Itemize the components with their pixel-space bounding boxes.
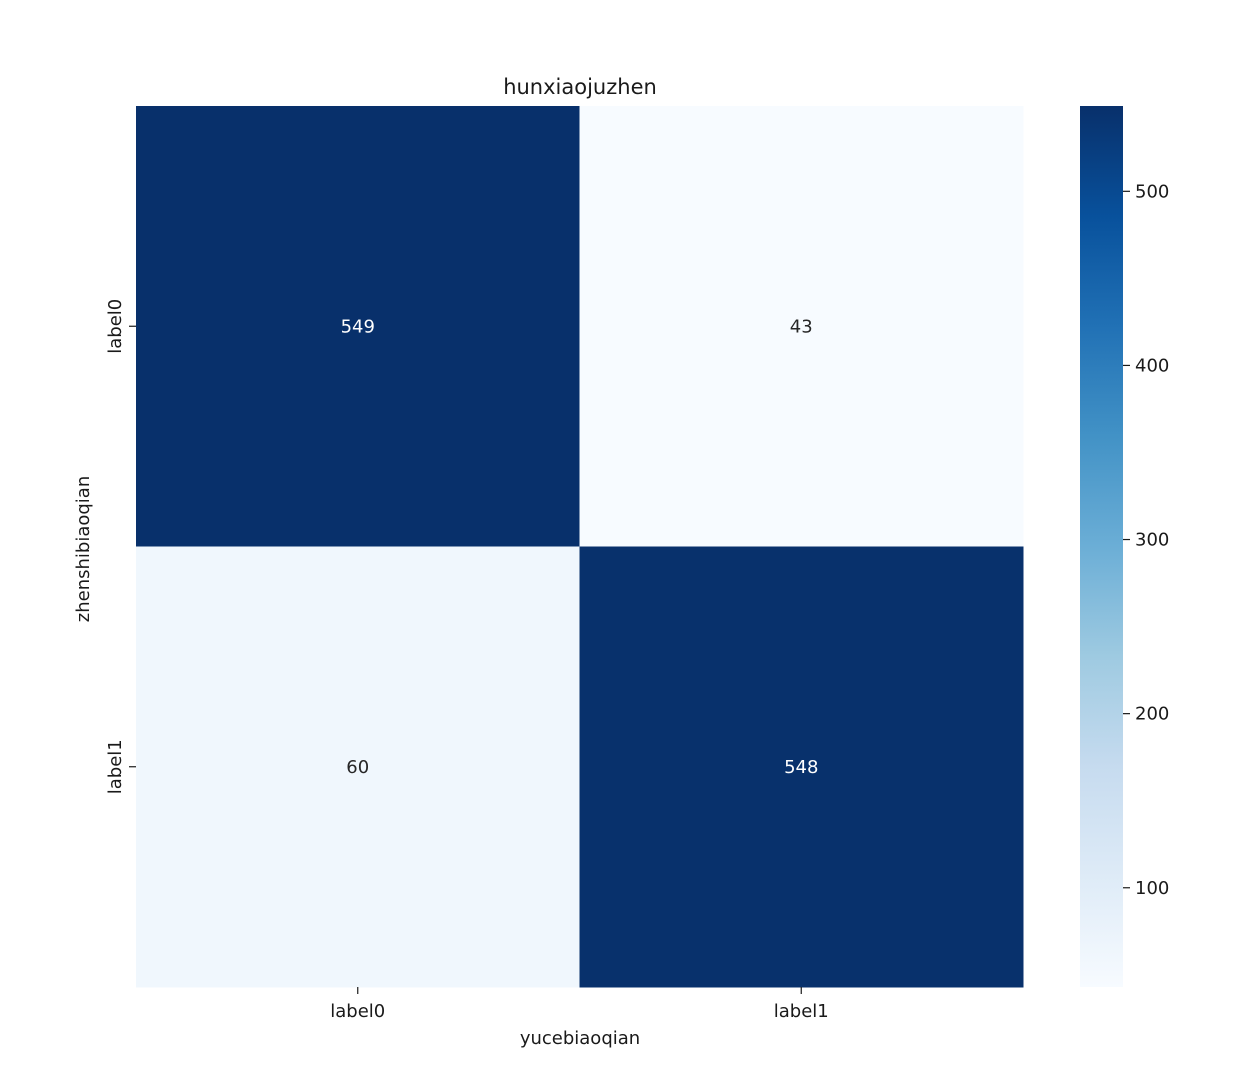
colorbar-tick-label: 500 xyxy=(1135,181,1169,202)
x-tick-label: label0 xyxy=(330,1001,385,1022)
heatmap-cell xyxy=(579,106,1024,547)
colorbar xyxy=(1080,106,1123,987)
y-tick-label: label0 xyxy=(105,299,126,354)
cell-value-label: 43 xyxy=(790,316,813,337)
colorbar-tick-label: 300 xyxy=(1135,530,1169,551)
heatmap-cell xyxy=(579,546,1024,988)
y-axis-label: zhenshibiaoqian xyxy=(73,476,94,622)
heatmap-cells xyxy=(136,106,1024,988)
colorbar-tick-label: 200 xyxy=(1135,704,1169,725)
x-axis-label: yucebiaoqian xyxy=(520,1028,640,1049)
chart-title: hunxiaojuzhen xyxy=(503,75,657,99)
colorbar-ticks: 100 200 300 400 500 xyxy=(1123,181,1169,899)
colorbar-tick-label: 100 xyxy=(1135,878,1169,899)
heatmap-cell-labels: 549 43 60 548 xyxy=(341,316,819,778)
cell-value-label: 549 xyxy=(341,316,375,337)
heatmap-cell xyxy=(136,546,580,988)
y-tick-label: label1 xyxy=(105,739,126,794)
colorbar-tick-label: 400 xyxy=(1135,355,1169,376)
cell-value-label: 60 xyxy=(346,757,369,778)
x-axis-ticks: label0 label1 xyxy=(330,987,829,1022)
cell-value-label: 548 xyxy=(784,757,818,778)
x-tick-label: label1 xyxy=(774,1001,829,1022)
y-axis-ticks: label0 label1 xyxy=(105,299,136,794)
heatmap-cell xyxy=(136,106,580,547)
